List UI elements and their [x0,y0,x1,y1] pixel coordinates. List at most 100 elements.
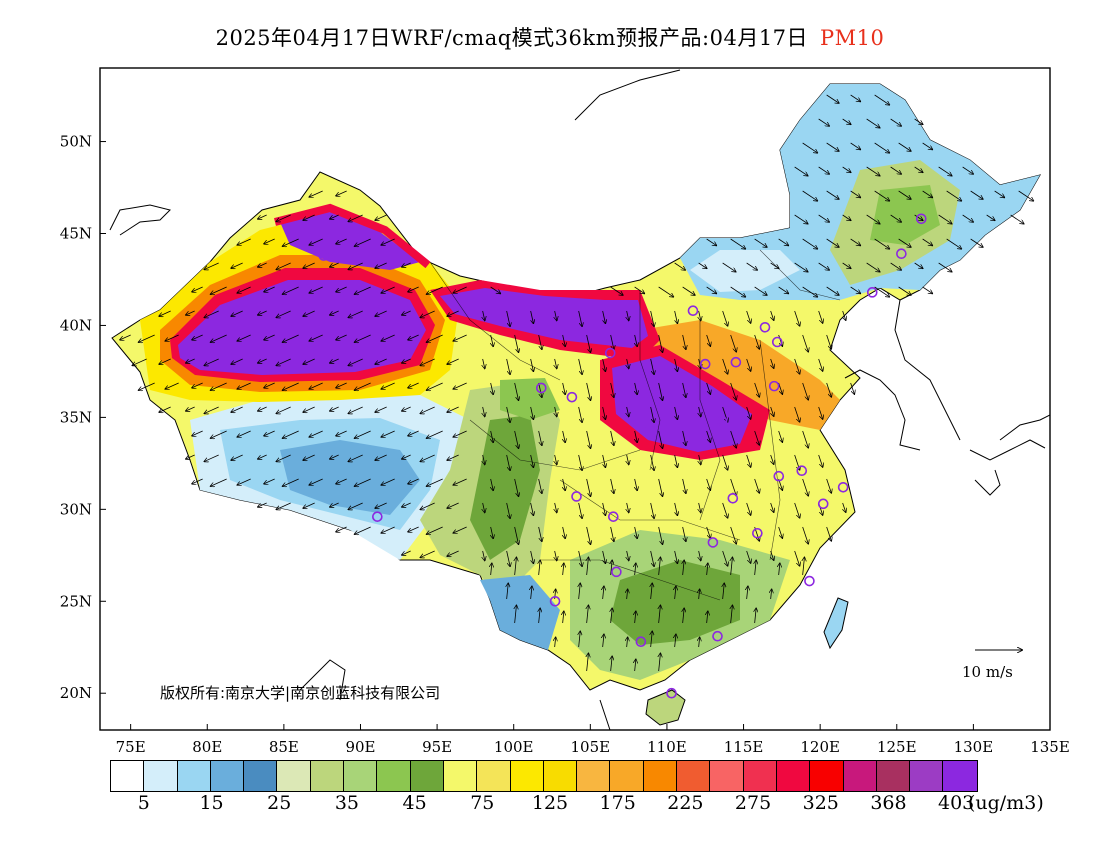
wind-arrow [336,334,347,340]
wind-arrow [650,358,654,374]
wind-arrow [747,586,748,600]
wind-arrow [283,478,299,486]
wind-arrow [771,502,774,512]
wind-arrow [159,310,171,316]
wind-arrow [842,262,851,268]
legend-swatch [510,761,544,791]
wind-arrow [818,310,823,323]
wind-arrow [914,214,923,220]
wind-arrow [754,286,767,295]
wind-arrow [586,430,591,448]
wind-arrow [283,286,299,294]
wind-arrow [204,406,219,413]
wind-arrow [635,430,638,442]
wind-arrow [330,454,339,459]
wind-arrow [730,286,746,297]
wind-arrow [309,190,323,197]
wind-arrow [802,142,818,153]
wind-arrow [586,526,591,544]
city-marker-hangzhou [817,498,829,510]
legend-label: 45 [402,792,427,814]
wind-arrow [843,310,846,320]
wind-arrow [587,653,589,672]
wind-arrow [627,550,629,560]
wind-arrow [874,190,890,201]
lat-label: 40N [60,316,92,334]
wind-arrow [539,560,540,576]
wind-arrow [453,382,467,389]
wind-arrow [491,334,494,346]
wind-arrow [778,286,789,293]
wind-arrow [348,502,363,509]
wind-arrow [866,166,880,176]
wind-arrow [635,478,638,490]
wind-arrow [427,286,443,294]
wind-arrow [706,478,711,490]
wind-arrow [186,454,195,459]
wind-arrow [699,310,701,320]
wind-arrow [539,608,540,624]
wind-arrow [165,334,179,341]
wind-arrow [746,262,758,270]
wind-arrow [826,286,839,295]
wind-arrow [706,526,711,538]
wind-arrow [355,334,371,342]
wind-arrow [303,406,315,412]
wind-arrow [555,406,557,416]
wind-arrow [890,166,902,174]
wind-arrow [746,406,751,419]
wind-arrow [447,454,459,460]
wind-arrow [627,589,628,600]
wind-arrow [1010,214,1024,224]
wind-arrow [330,310,339,315]
wind-arrow [563,526,566,538]
lat-label: 30N [60,500,92,518]
wind-arrow [802,238,818,249]
wind-arrow [754,334,760,349]
wind-arrow [922,142,933,149]
wind-arrow [610,286,623,295]
wind-arrow [264,382,275,388]
wind-arrow [818,262,830,270]
wind-arrow [794,502,800,518]
city-marker-shijiazhuang [730,356,742,368]
city-marker-hohhot [687,305,699,317]
wind-arrow [563,611,564,624]
wind-arrow [447,358,459,364]
wind-arrow [192,478,203,484]
wind-arrow [483,502,485,512]
wind-arrow [483,406,485,416]
northeast-pale-zone [690,250,800,292]
wind-arrow [578,550,582,566]
wind-arrow [914,262,923,268]
wind-arrow [120,334,131,340]
wind-arrow [303,358,315,364]
wind-arrow [898,238,911,247]
wind-arrow [283,238,299,246]
wind-arrow [658,382,663,400]
wind-arrow [420,550,435,557]
lat-label: 35N [60,408,92,426]
city-marker-taiyuan [699,358,711,370]
wind-arrow [970,238,983,247]
wind-arrow [408,286,419,292]
wind-arrow [914,166,923,172]
lon-label: 90E [345,738,375,756]
city-marker-changsha [707,537,719,548]
wind-arrow [355,286,371,294]
legend-label: 325 [802,792,839,814]
wind-arrow [192,286,203,292]
wind-arrow [898,190,911,199]
wind-arrow [538,382,542,397]
legend-unit: (ug/m3) [968,792,1044,814]
legend-swatch [477,761,511,791]
wind-arrow [578,358,582,374]
wind-arrow [803,557,805,576]
wind-arrow [794,310,800,326]
wind-arrow [842,166,851,172]
wind-arrow [771,454,774,464]
wind-arrow [659,653,661,672]
wind-arrow [531,454,534,467]
wind-arrow [850,142,861,149]
wind-arrow [375,358,387,364]
